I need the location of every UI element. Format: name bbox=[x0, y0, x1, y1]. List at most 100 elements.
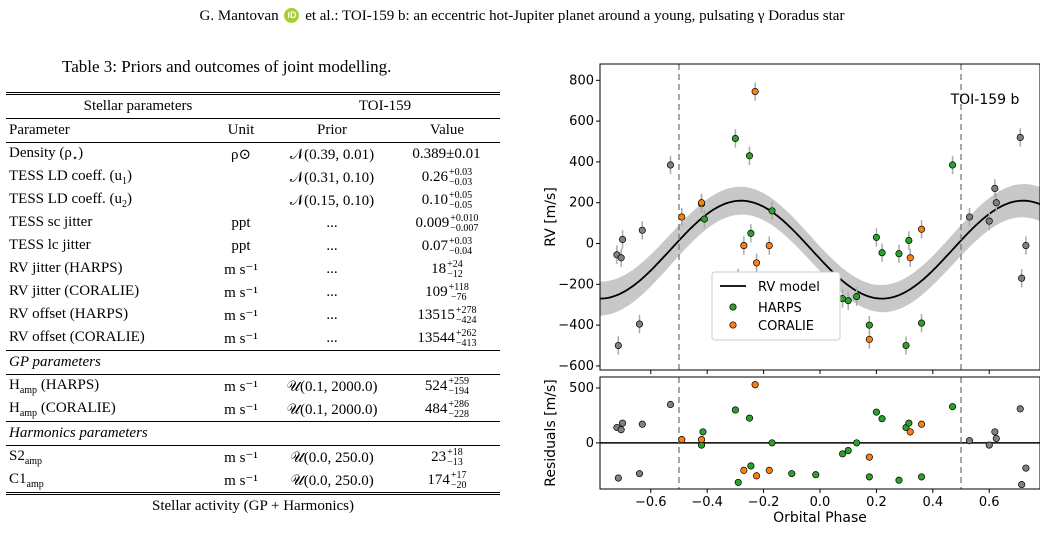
y-tick-label: 600 bbox=[569, 114, 594, 129]
data-point bbox=[902, 341, 910, 350]
data-point bbox=[752, 472, 761, 480]
plot-frame bbox=[599, 376, 1040, 490]
data-point bbox=[878, 415, 886, 423]
value-cell: 0.07 +0.03 −0.04 bbox=[421, 235, 473, 257]
section-header: Harmonics parameters bbox=[6, 421, 500, 446]
unit-cell: ρ⊙ bbox=[230, 147, 252, 163]
data-point bbox=[697, 436, 706, 444]
data-point bbox=[839, 450, 847, 458]
value-cell: 484 +286 −228 bbox=[424, 398, 470, 420]
orcid-icon[interactable]: iD bbox=[284, 8, 300, 23]
data-point bbox=[872, 408, 880, 416]
y-axis-label: RV [m/s] bbox=[543, 187, 559, 247]
legend-box bbox=[711, 271, 841, 341]
value-cell: 524 +259 −194 bbox=[424, 375, 470, 397]
param-name: RV jitter (CORALIE) bbox=[9, 283, 140, 299]
y-tick-label: 400 bbox=[569, 155, 594, 170]
data-point bbox=[635, 470, 644, 478]
unit-cell: m s⁻¹ bbox=[224, 473, 258, 489]
model-uncertainty-band bbox=[600, 184, 1040, 316]
data-point bbox=[965, 437, 974, 445]
legend-label: HARPS bbox=[758, 301, 802, 316]
data-point bbox=[905, 236, 913, 245]
data-point bbox=[751, 381, 759, 389]
section-header: GP parameters bbox=[6, 350, 500, 375]
data-point bbox=[751, 87, 759, 96]
data-point bbox=[765, 242, 773, 250]
data-point bbox=[638, 226, 646, 234]
param-name: Hamp (CORALIE) bbox=[9, 400, 116, 419]
x-axis-label: Orbital Phase bbox=[773, 510, 867, 522]
value-cell: 23 +18 −13 bbox=[431, 446, 463, 468]
data-point bbox=[917, 473, 926, 481]
param-name: C1amp bbox=[9, 471, 44, 490]
unit-cell: m s⁻¹ bbox=[224, 308, 258, 324]
residuals-panel: 0 500 −0.6 −0.4 −0.2 0.0 0.2 0.4 0.6 Residuals [m… bbox=[543, 376, 1040, 522]
table-row: TESS LD coeff. (u1) 𝒩(0.31, 0.10) 0.26 +0.0… bbox=[6, 166, 500, 189]
data-point bbox=[949, 161, 957, 169]
value-cell: 0.389±0.01 bbox=[412, 146, 481, 162]
data-point bbox=[638, 420, 646, 428]
group-header-left: Stellar parameters bbox=[83, 98, 193, 114]
table-row: TESS lc jitter ppt... 0.07 +0.03 −0.04 bbox=[6, 235, 500, 258]
data-point bbox=[635, 320, 644, 328]
data-point bbox=[906, 254, 914, 262]
param-name: RV offset (HARPS) bbox=[9, 306, 129, 322]
table-row: TESS LD coeff. (u2) 𝒩(0.15, 0.10) 0.10 +0.0… bbox=[6, 189, 500, 212]
table-footer-row: Stellar activity (GP + Harmonics) bbox=[6, 493, 500, 519]
data-point bbox=[745, 152, 754, 160]
unit-cell bbox=[212, 189, 270, 212]
data-point bbox=[917, 319, 926, 327]
data-point bbox=[697, 199, 706, 207]
value-cell: 0.10 +0.05 −0.05 bbox=[421, 189, 473, 211]
section-title: Harmonics parameters bbox=[9, 425, 148, 441]
legend-label: CORALIE bbox=[758, 319, 814, 334]
value-cell: 0.009 +0.010 −0.007 bbox=[415, 212, 479, 234]
data-point bbox=[906, 428, 914, 436]
param-name: Hamp (HARPS) bbox=[9, 377, 100, 396]
param-name: TESS LD coeff. (u2) bbox=[9, 191, 133, 210]
data-point bbox=[700, 215, 708, 223]
data-point bbox=[992, 434, 1000, 443]
x-tick-label: 0.0 bbox=[810, 495, 831, 510]
legend-marker bbox=[729, 321, 737, 329]
col-header-parameter: Parameter bbox=[9, 122, 70, 138]
section-title: GP parameters bbox=[9, 354, 101, 370]
prior-cell: ... bbox=[326, 307, 338, 323]
data-point bbox=[734, 478, 742, 486]
value-cell: 174 +17 −20 bbox=[427, 469, 467, 491]
prior-cell: ... bbox=[326, 284, 338, 300]
priors-table: Stellar parameters TOI-159 Parameter Uni… bbox=[6, 92, 500, 518]
value-cell: 18 +24 −12 bbox=[431, 258, 463, 280]
unit-cell: m s⁻¹ bbox=[224, 262, 258, 278]
data-point bbox=[905, 419, 913, 427]
y-tick-label: −200 bbox=[558, 277, 594, 292]
data-point bbox=[812, 471, 820, 479]
data-point bbox=[949, 403, 957, 411]
x-tick-label: −0.2 bbox=[748, 495, 780, 510]
group-header-right: TOI-159 bbox=[358, 98, 412, 114]
prior-cell: 𝒰(0.1, 2000.0) bbox=[286, 401, 378, 418]
unit-cell: m s⁻¹ bbox=[224, 331, 258, 347]
table-row: TESS sc jitter ppt... 0.009 +0.010 −0.007 bbox=[6, 212, 500, 235]
data-point bbox=[666, 400, 675, 409]
table-caption: Table 3: Priors and outcomes of joint mo… bbox=[62, 57, 392, 76]
data-point bbox=[1022, 464, 1030, 472]
chart-title: TOI-159 b bbox=[950, 92, 1020, 108]
param-name: TESS LD coeff. (u1) bbox=[9, 168, 133, 187]
param-name: S2amp bbox=[9, 448, 43, 467]
data-point bbox=[614, 474, 622, 482]
table-row: RV offset (CORALIE) m s⁻¹... 13544 +262 −413 bbox=[6, 327, 500, 351]
data-point bbox=[991, 184, 999, 192]
data-point bbox=[853, 439, 861, 447]
legend-marker bbox=[729, 303, 737, 311]
data-point bbox=[872, 233, 880, 241]
prior-cell: ... bbox=[326, 238, 338, 254]
data-point bbox=[678, 436, 686, 444]
x-tick-label: 0.6 bbox=[979, 495, 1000, 510]
table-row: Density (ρ⋆) ρ⊙ 𝒩(0.39, 0.01) 0.389±0.01 bbox=[6, 142, 500, 167]
data-point bbox=[747, 229, 755, 237]
prior-cell: 𝒩(0.39, 0.01) bbox=[289, 146, 375, 163]
y-axis-label: Residuals [m/s] bbox=[543, 379, 559, 486]
param-name: RV offset (CORALIE) bbox=[9, 329, 145, 345]
